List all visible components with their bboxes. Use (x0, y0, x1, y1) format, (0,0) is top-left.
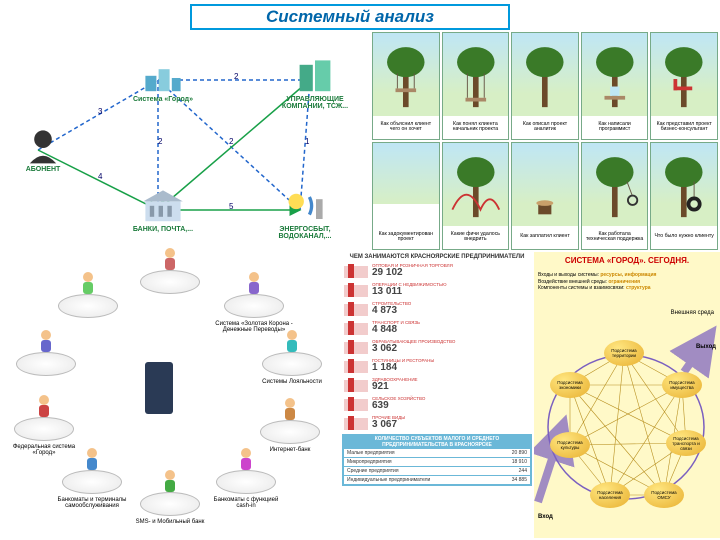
tree-caption: Что было нужно клиенту (651, 226, 717, 249)
subsystem-bubble: Подсистема населения (590, 482, 630, 508)
stat-row: ОПЕРАЦИИ С НЕДВИЖИМОСТЬЮ13 011 (342, 281, 532, 299)
tree-caption: Как задокументирован проект (373, 226, 439, 249)
env-label: Внешняя среда (671, 310, 714, 316)
stat-row: СТРОИТЕЛЬСТВО4 873 (342, 300, 532, 318)
table-row: Средние предприятия244 (344, 467, 530, 475)
service-pad (58, 294, 118, 318)
service-pad: SMS- и Мобильный банк (140, 492, 200, 516)
tree-caption: Как понял клиента начальник проекта (443, 116, 509, 139)
node-energy: ЭНЕРГОСБЫТ, ВОДОКАНАЛ,... (270, 188, 340, 240)
stat-row: ЗДРАВООХРАНЕНИЕ921 (342, 376, 532, 394)
in-label: Вход (538, 514, 553, 520)
edge-num: 2 (158, 137, 162, 146)
subsystem-bubble: Подсистема экономики (550, 372, 590, 398)
subsystem-bubble: Подсистема ОМСУ (644, 482, 684, 508)
table-row: Индивидуальные предприниматели34 885 (344, 476, 530, 484)
tree-cell: Как объяснил клиент чего он хочет (372, 32, 440, 140)
center-kiosk (145, 362, 173, 414)
tree-cell: Как написали программист (581, 32, 649, 140)
node-gorod: Система «Город» (128, 58, 198, 103)
stat-row: ОБРАБАТЫВАЮЩЕЕ ПРОИЗВОДСТВО3 062 (342, 338, 532, 356)
stat-row: ГОСТИНИЦЫ И РЕСТОРАНЫ1 184 (342, 357, 532, 375)
tree-cell: Как описал проект аналитик (511, 32, 579, 140)
tree-caption: Как представил проект бизнес-консультант (651, 116, 717, 139)
node-banks: БАНКИ, ПОЧТА,... (128, 188, 198, 233)
edge-num: 2 (229, 137, 233, 146)
stat-row: ТРАНСПОРТ И СВЯЗЬ4 848 (342, 319, 532, 337)
service-pad (140, 270, 200, 294)
tree-caption: Как написали программист (582, 116, 648, 139)
tree-cell: Как понял клиента начальник проекта (442, 32, 510, 140)
table-row: Микропредприятия18 910 (344, 458, 530, 466)
stats-infographic: ЧЕМ ЗАНИМАЮТСЯ КРАСНОЯРСКИЕ ПРЕДПРИНИМАТ… (342, 252, 532, 538)
service-pad: Системы Лояльности (262, 352, 322, 376)
page-title: Системный анализ (266, 7, 434, 27)
tree-cell: Какие фичи удалось внедрить (442, 142, 510, 250)
stats-table-header: КОЛИЧЕСТВО СУБЪЕКТОВ МАЛОГО И СРЕДНЕГО П… (344, 436, 530, 448)
edge-num: 4 (98, 172, 102, 181)
edge-num: 1 (305, 137, 309, 146)
edge-num: 3 (98, 107, 102, 116)
service-pad: Банкоматы с функцией cash-in (216, 470, 276, 494)
tree-caption: Какие фичи удалось внедрить (443, 226, 509, 249)
node-abonent: АБОНЕНТ (8, 128, 78, 173)
service-pad (16, 352, 76, 376)
tree-swing-grid: Как объяснил клиент чего он хочетКак пон… (372, 32, 718, 250)
subsystem-bubble: Подсистема территории (604, 340, 644, 366)
service-pad: Система «Золотая Корона - Денежные Перев… (224, 294, 284, 318)
stats-table: КОЛИЧЕСТВО СУБЪЕКТОВ МАЛОГО И СРЕДНЕГО П… (342, 434, 532, 486)
out-label: Выход (696, 344, 716, 350)
services-circle: Федеральная система «Город» Банкоматы и т… (0, 252, 340, 538)
stat-row: ОПТОВАЯ И РОЗНИЧНАЯ ТОРГОВЛЯ29 102 (342, 262, 532, 280)
tree-cell: Как представил проект бизнес-консультант (650, 32, 718, 140)
stat-row: ПРОЧИЕ ВИДЫ3 067 (342, 414, 532, 432)
service-pad: Банкоматы и терминалы самообслуживания (62, 470, 122, 494)
subsystem-bubble: Подсистема культуры (550, 432, 590, 458)
stat-row: СЕЛЬСКОЕ ХОЗЯЙСТВО639 (342, 395, 532, 413)
tree-cell: Как задокументирован проект (372, 142, 440, 250)
tree-caption: Как объяснил клиент чего он хочет (373, 116, 439, 139)
node-uk: УПРАВЛЯЮЩИЕ КОМПАНИИ, ТСЖ... (280, 58, 350, 110)
tree-cell: Как заплатил клиент (511, 142, 579, 250)
service-pad: Интернет-банк (260, 420, 320, 444)
table-row: Малые предприятия20 890 (344, 449, 530, 457)
tree-caption: Как заплатил клиент (512, 226, 578, 249)
tree-caption: Как работала техническая поддержка (582, 226, 648, 249)
subsystem-bubble: Подсистема имущества (662, 372, 702, 398)
service-pad: Федеральная система «Город» (14, 417, 74, 441)
edge-num: 2 (234, 72, 238, 81)
network-diagram: АБОНЕНТ Система «Город» УПРАВЛЯЮЩИЕ КОМПАН… (0, 30, 370, 250)
title-banner: Системный анализ (190, 4, 510, 30)
system-gorod: СИСТЕМА «ГОРОД». СЕГОДНЯ. Входы и выходы… (534, 252, 720, 538)
tree-caption: Как описал проект аналитик (512, 116, 578, 139)
subsystem-bubble: Подсистема транспорта и связи (666, 430, 706, 456)
tree-cell: Как работала техническая поддержка (581, 142, 649, 250)
tree-cell: Что было нужно клиенту (650, 142, 718, 250)
stats-header: ЧЕМ ЗАНИМАЮТСЯ КРАСНОЯРСКИЕ ПРЕДПРИНИМАТ… (342, 254, 532, 260)
edge-num: 5 (229, 202, 233, 211)
